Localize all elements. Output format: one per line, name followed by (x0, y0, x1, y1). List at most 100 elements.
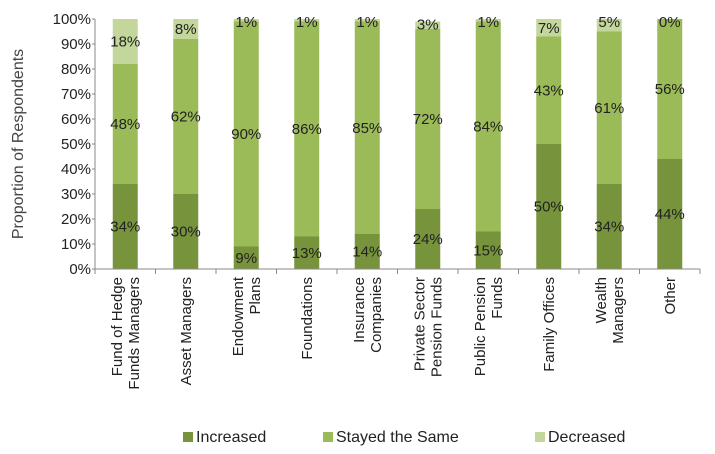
bar-segment (475, 231, 501, 269)
legend-swatch (535, 432, 545, 442)
data-label: 9% (235, 250, 257, 267)
data-label: 5% (598, 14, 620, 31)
category-labels: Fund of Hedge Funds Managers Asset Manager… (109, 276, 679, 389)
category-label: Public Pension (472, 277, 489, 376)
category-label: Plans (247, 277, 264, 315)
data-label: 43% (534, 82, 564, 99)
y-tick-label: 0% (69, 261, 91, 278)
bar-segment (415, 29, 441, 209)
y-tick-label: 80% (61, 61, 91, 78)
y-tick-label: 20% (61, 211, 91, 228)
data-label: 1% (235, 14, 257, 31)
data-label: 50% (534, 199, 564, 216)
data-label: 34% (594, 219, 624, 236)
bar-segment (354, 21, 380, 234)
data-label: 1% (477, 14, 499, 31)
data-label: 85% (352, 120, 382, 137)
bar-segment (112, 184, 138, 269)
bar-segment (112, 19, 138, 64)
category-label: Foundations (299, 277, 316, 360)
data-label: 48% (110, 116, 140, 133)
y-axis-label: Proportion of Respondents (10, 49, 27, 239)
data-label: 62% (171, 109, 201, 126)
bar-segment (596, 19, 622, 32)
bar-segment (475, 21, 501, 232)
data-label: 3% (417, 17, 439, 34)
data-label: 24% (413, 231, 443, 248)
category-label: Endowment (230, 276, 247, 356)
data-label: 84% (473, 119, 503, 136)
data-label: 13% (292, 245, 322, 262)
bar-segment (173, 194, 199, 269)
y-tick-label: 60% (61, 111, 91, 128)
bar-segment (294, 236, 320, 269)
category-label: Companies (368, 277, 385, 353)
bars (112, 19, 683, 269)
data-label: 14% (352, 244, 382, 261)
bar-segment (596, 184, 622, 269)
y-tick-label: 30% (61, 186, 91, 203)
data-label: 1% (296, 14, 318, 31)
legend-label: Stayed the Same (336, 429, 459, 446)
legend-label: Increased (196, 429, 266, 446)
legend-swatch (183, 432, 193, 442)
category-label: Asset Managers (178, 277, 195, 385)
category-label: Funds (489, 277, 506, 319)
data-label: 7% (538, 20, 560, 37)
y-tick-label: 10% (61, 236, 91, 253)
data-label: 15% (473, 242, 503, 259)
bar-segment (657, 19, 683, 159)
bar-segment (354, 19, 380, 22)
category-label: Insurance (351, 277, 368, 343)
category-label: Managers (610, 277, 627, 344)
data-label: 18% (110, 34, 140, 51)
bar-segment (173, 19, 199, 39)
bar-segment (415, 209, 441, 269)
category-label: Funds Managers (126, 277, 143, 390)
axes (92, 18, 701, 274)
data-label: 61% (594, 100, 624, 117)
bar-segment (475, 19, 501, 22)
data-label: 34% (110, 219, 140, 236)
data-label: 44% (655, 206, 685, 223)
bar-segment (536, 144, 562, 269)
data-label: 56% (655, 81, 685, 98)
bar-segment (233, 246, 259, 269)
y-tick-label: 90% (61, 36, 91, 53)
bar-segment (173, 39, 199, 194)
bar-segment (536, 19, 562, 37)
category-label: Fund of Hedge (109, 277, 126, 376)
bar-segment (294, 19, 320, 22)
bar-segment (354, 234, 380, 269)
legend: Increased Stayed the Same Decreased (183, 429, 625, 446)
bar-segment (536, 36, 562, 144)
bar-segment (294, 21, 320, 237)
bar-segment (657, 159, 683, 269)
legend-swatch (323, 432, 333, 442)
data-label: 86% (292, 121, 322, 138)
bar-segment (112, 64, 138, 184)
y-tick-label: 50% (61, 136, 91, 153)
bar-segment (233, 21, 259, 247)
data-label: 0% (659, 14, 681, 31)
data-label: 1% (356, 14, 378, 31)
category-label: Pension Funds (428, 277, 445, 377)
y-tick-label: 40% (61, 161, 91, 178)
category-label: Wealth (593, 277, 610, 323)
data-label: 30% (171, 224, 201, 241)
y-tick-label: 70% (61, 86, 91, 103)
data-labels: 34% 48% 18% 30% 62% 8% 9% 90% 1% 13% 86% 1% 14% 85% 1%… (110, 14, 685, 267)
data-label: 72% (413, 111, 443, 128)
category-label: Family Offices (541, 277, 558, 372)
bar-segment (415, 21, 441, 29)
y-tick-label: 100% (53, 11, 91, 28)
data-label: 8% (175, 21, 197, 38)
category-label: Private Sector (411, 277, 428, 371)
y-axis-ticks: 0% 10% 20% 30% 40% 50% 60% 70% 80% 90% 100% (53, 11, 91, 278)
legend-label: Decreased (548, 429, 625, 446)
category-label: Other (662, 277, 679, 315)
data-label: 90% (231, 126, 261, 143)
bar-segment (233, 19, 259, 22)
bar-segment (596, 31, 622, 184)
